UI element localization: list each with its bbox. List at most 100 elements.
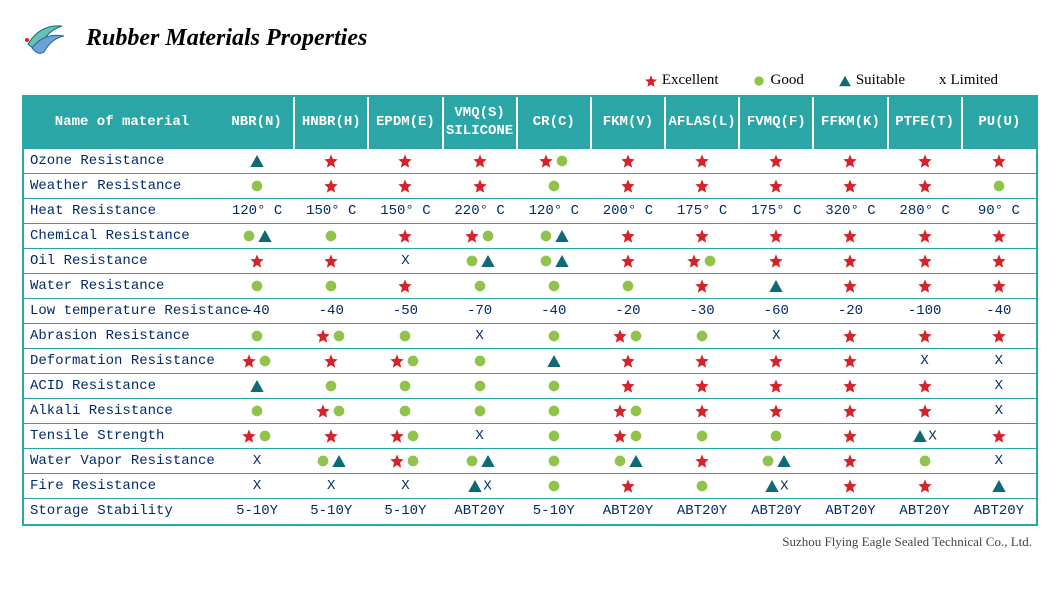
table-row: Oil ResistanceX bbox=[24, 249, 1036, 274]
table-cell: X bbox=[368, 249, 442, 274]
table-cell bbox=[294, 399, 368, 424]
table-cell: 220° C bbox=[443, 199, 517, 224]
table-row: Low temperature Resistance-40-40-50-70-4… bbox=[24, 299, 1036, 324]
table-cell bbox=[739, 424, 813, 449]
table-cell bbox=[591, 449, 665, 474]
table-cell: 320° C bbox=[813, 199, 887, 224]
row-name: Abrasion Resistance bbox=[24, 324, 220, 349]
row-name: Storage Stability bbox=[24, 499, 220, 524]
table-cell: 150° C bbox=[294, 199, 368, 224]
table-cell: 120° C bbox=[220, 199, 294, 224]
table-cell bbox=[591, 324, 665, 349]
column-header: VMQ(S)SILICONE bbox=[443, 97, 517, 149]
table-cell bbox=[962, 174, 1036, 199]
table-cell bbox=[443, 449, 517, 474]
table-cell: X bbox=[443, 474, 517, 499]
table-cell bbox=[368, 349, 442, 374]
table-cell bbox=[665, 274, 739, 299]
table-cell bbox=[443, 399, 517, 424]
table-cell bbox=[220, 274, 294, 299]
table-cell bbox=[368, 149, 442, 174]
row-name: Water Vapor Resistance bbox=[24, 449, 220, 474]
table-cell bbox=[888, 374, 962, 399]
table-cell bbox=[294, 349, 368, 374]
table-cell bbox=[294, 424, 368, 449]
cell-text: 90° C bbox=[978, 203, 1020, 219]
table-cell bbox=[220, 374, 294, 399]
table-cell bbox=[665, 424, 739, 449]
table-cell: -20 bbox=[591, 299, 665, 324]
table-cell bbox=[813, 449, 887, 474]
table-cell bbox=[665, 374, 739, 399]
row-name: Water Resistance bbox=[24, 274, 220, 299]
column-header: FFKM(K) bbox=[813, 97, 887, 149]
table-cell bbox=[517, 449, 591, 474]
table-cell bbox=[888, 449, 962, 474]
table-row: Water Resistance bbox=[24, 274, 1036, 299]
table-cell bbox=[220, 149, 294, 174]
cell-text: X bbox=[253, 478, 261, 494]
column-header: FKM(V) bbox=[591, 97, 665, 149]
table-cell bbox=[665, 399, 739, 424]
cell-text: X bbox=[780, 478, 788, 494]
table-row: ACID ResistanceX bbox=[24, 374, 1036, 399]
table-row: Storage Stability5-10Y5-10Y5-10YABT20Y5-… bbox=[24, 499, 1036, 524]
table-cell bbox=[813, 224, 887, 249]
cell-text: X bbox=[253, 453, 261, 469]
table-cell: ABT20Y bbox=[888, 499, 962, 524]
column-header: HNBR(H) bbox=[294, 97, 368, 149]
cell-text: 175° C bbox=[751, 203, 801, 219]
cell-text: 280° C bbox=[899, 203, 949, 219]
table-cell bbox=[813, 424, 887, 449]
table-cell: X bbox=[962, 399, 1036, 424]
cell-text: X bbox=[475, 428, 483, 444]
table-cell bbox=[888, 274, 962, 299]
column-header: EPDM(E) bbox=[368, 97, 442, 149]
table-cell bbox=[517, 174, 591, 199]
table-cell bbox=[368, 324, 442, 349]
row-name: Weather Resistance bbox=[24, 174, 220, 199]
table-cell: X bbox=[443, 324, 517, 349]
row-name: Fire Resistance bbox=[24, 474, 220, 499]
table-cell bbox=[368, 174, 442, 199]
table-cell bbox=[368, 424, 442, 449]
cell-text: 5-10Y bbox=[384, 503, 426, 519]
table-row: Chemical Resistance bbox=[24, 224, 1036, 249]
table-cell bbox=[517, 349, 591, 374]
table-cell: -20 bbox=[813, 299, 887, 324]
table-cell bbox=[591, 474, 665, 499]
cell-text: X bbox=[772, 328, 780, 344]
table-cell bbox=[517, 149, 591, 174]
table-cell bbox=[888, 249, 962, 274]
table-cell: X bbox=[962, 374, 1036, 399]
table-cell bbox=[739, 349, 813, 374]
table-cell: X bbox=[443, 424, 517, 449]
column-header: NBR(N) bbox=[220, 97, 294, 149]
column-header: Name of material bbox=[24, 97, 220, 149]
table-cell bbox=[220, 324, 294, 349]
table-cell bbox=[813, 249, 887, 274]
table-cell bbox=[517, 374, 591, 399]
table-cell bbox=[591, 174, 665, 199]
table-cell bbox=[962, 224, 1036, 249]
table-cell bbox=[888, 174, 962, 199]
table-cell bbox=[813, 274, 887, 299]
table-cell bbox=[220, 249, 294, 274]
table-cell bbox=[294, 174, 368, 199]
cell-text: -20 bbox=[615, 303, 640, 319]
cell-text: ABT20Y bbox=[603, 503, 653, 519]
legend-label: Limited bbox=[951, 72, 999, 88]
table-cell bbox=[517, 249, 591, 274]
cell-text: -20 bbox=[838, 303, 863, 319]
table-cell bbox=[962, 249, 1036, 274]
table-row: Deformation ResistanceXX bbox=[24, 349, 1036, 374]
row-name: Low temperature Resistance bbox=[24, 299, 220, 324]
table-cell bbox=[813, 474, 887, 499]
table-cell bbox=[888, 474, 962, 499]
table-cell bbox=[591, 224, 665, 249]
table-cell: X bbox=[739, 474, 813, 499]
table-cell bbox=[591, 374, 665, 399]
table-cell bbox=[517, 274, 591, 299]
cell-text: 5-10Y bbox=[533, 503, 575, 519]
cell-text: ABT20Y bbox=[677, 503, 727, 519]
